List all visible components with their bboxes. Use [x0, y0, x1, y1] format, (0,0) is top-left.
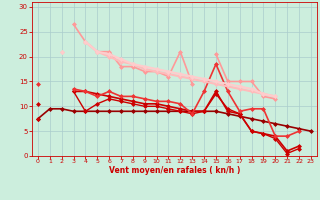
X-axis label: Vent moyen/en rafales ( kn/h ): Vent moyen/en rafales ( kn/h )	[109, 166, 240, 175]
